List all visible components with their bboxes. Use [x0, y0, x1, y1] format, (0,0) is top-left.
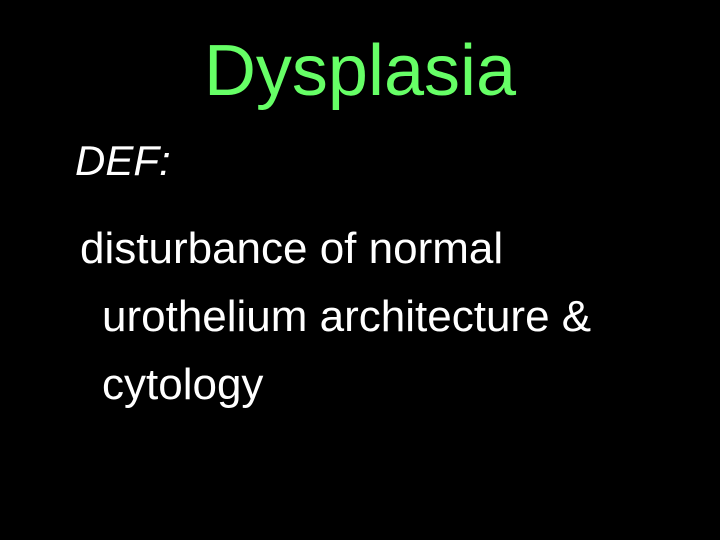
body-text: disturbance of normal urothelium archite…: [80, 215, 650, 420]
slide-container: Dysplasia DEF: disturbance of normal uro…: [0, 0, 720, 540]
slide-title: Dysplasia: [70, 30, 650, 112]
body-line-1: disturbance of normal: [80, 215, 650, 283]
definition-label: DEF:: [75, 137, 650, 185]
body-line-3: cytology: [102, 351, 650, 419]
body-line-2: urothelium architecture &: [102, 283, 650, 351]
